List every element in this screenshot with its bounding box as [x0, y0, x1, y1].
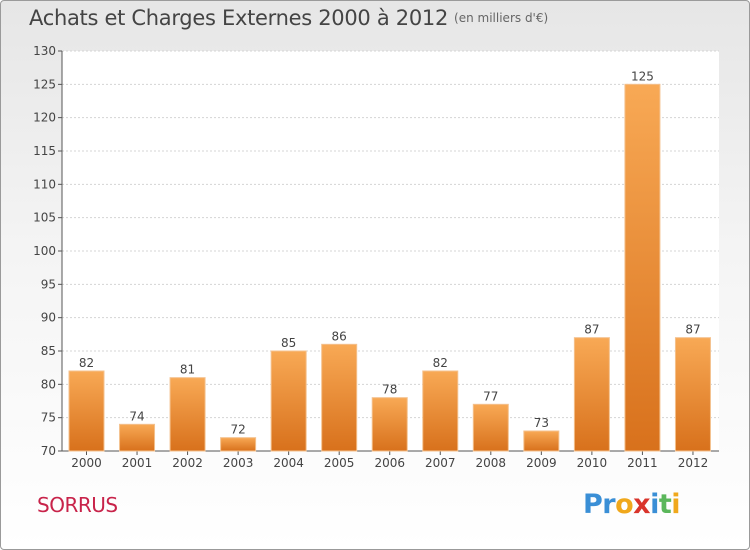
- data-label: 87: [584, 323, 599, 337]
- unit-note: (en milliers d'€): [454, 11, 549, 25]
- bar-2001: [119, 423, 156, 452]
- data-label: 82: [433, 356, 448, 370]
- data-label: 125: [631, 69, 654, 83]
- x-tick-label: 2007: [425, 456, 456, 470]
- data-label: 86: [332, 329, 347, 343]
- x-tick-label: 2009: [526, 456, 557, 470]
- x-tick-label: 2005: [324, 456, 355, 470]
- labels: 70 75 80 85 90 95 100 105 110 115 120 125 130 82 2000 7…: [33, 44, 708, 470]
- data-label: 73: [534, 416, 549, 430]
- x-tick-label: 2001: [122, 456, 153, 470]
- chart-title: Achats et Charges Externes 2000 à 2012 (e…: [29, 6, 548, 30]
- data-label: 87: [685, 323, 700, 337]
- data-label: 82: [79, 356, 94, 370]
- data-label: 78: [382, 383, 397, 397]
- x-tick-label: 2000: [71, 456, 102, 470]
- y-tick-label: 100: [33, 244, 56, 258]
- y-tick-label: 110: [33, 177, 56, 191]
- bars: [68, 83, 711, 452]
- y-tick-label: 70: [41, 444, 56, 458]
- y-tick-label: 105: [33, 211, 56, 225]
- y-tick-label: 80: [41, 377, 56, 391]
- x-tick-label: 2003: [223, 456, 254, 470]
- proxiti-logo: Proxiti: [583, 489, 681, 520]
- y-tick-label: 85: [41, 344, 56, 358]
- bar-2008: [472, 403, 509, 452]
- x-tick-label: 2008: [476, 456, 507, 470]
- x-tick-label: 2011: [627, 456, 658, 470]
- bar-2004: [270, 350, 307, 452]
- y-tick-label: 90: [41, 311, 56, 325]
- bar-2006: [371, 397, 408, 452]
- data-label: 85: [281, 336, 296, 350]
- data-label: 72: [230, 423, 245, 437]
- data-label: 77: [483, 389, 498, 403]
- data-label: 81: [180, 363, 195, 377]
- y-tick-label: 125: [33, 77, 56, 91]
- x-tick-label: 2002: [172, 456, 203, 470]
- y-tick-label: 130: [33, 44, 56, 58]
- data-label: 74: [129, 409, 144, 423]
- x-tick-label: 2010: [577, 456, 608, 470]
- bar-2012: [674, 337, 711, 452]
- y-tick-label: 115: [33, 144, 56, 158]
- bar-2007: [422, 370, 459, 452]
- bar-2005: [321, 343, 358, 452]
- title-text: Achats et Charges Externes 2000 à 2012: [29, 6, 449, 30]
- bar-2003: [220, 437, 257, 452]
- x-tick-label: 2012: [678, 456, 709, 470]
- x-tick-label: 2004: [273, 456, 304, 470]
- bar-2002: [169, 377, 206, 452]
- bar-2010: [573, 337, 610, 452]
- bar-2000: [68, 370, 105, 452]
- bar-2009: [523, 430, 560, 452]
- y-tick-label: 95: [41, 277, 56, 291]
- commune-name: SORRUS: [37, 493, 118, 517]
- y-tick-label: 120: [33, 111, 56, 125]
- bar-2011: [624, 83, 661, 452]
- x-tick-label: 2006: [374, 456, 405, 470]
- y-tick-label: 75: [41, 411, 56, 425]
